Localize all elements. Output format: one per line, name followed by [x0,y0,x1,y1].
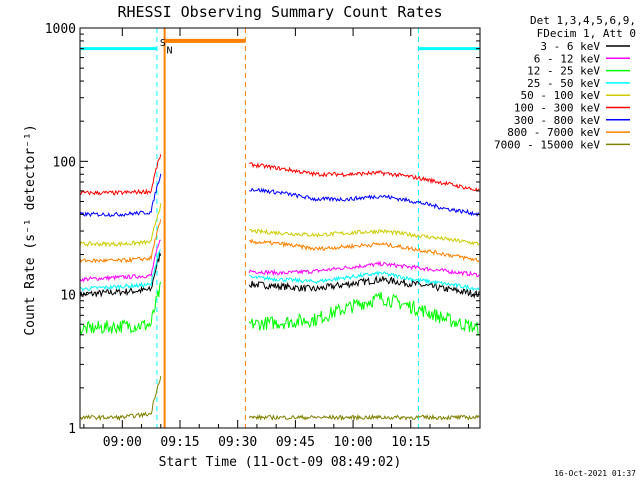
legend-entry-label: 300 - 800 keV [514,114,600,127]
x-tick-label: 10:00 [334,435,373,450]
legend-entry-label: 3 - 6 keV [540,40,600,53]
legend-entry-label: 6 - 12 keV [534,52,601,65]
series-trace-post-6 [249,187,480,217]
y-tick-label: 10 [60,289,76,304]
plot-area: SN [79,28,480,428]
chart-title: RHESSI Observing Summary Count Rates [117,3,442,21]
series-trace-post-7 [249,238,480,263]
series-trace-pre-2 [79,281,162,336]
series-trace-pre-8 [79,376,162,422]
legend-header-line: Det 1,3,4,5,6,9, [530,14,636,27]
legend-entry-label: 12 - 25 keV [527,65,600,78]
series-trace-post-0 [248,275,480,299]
series-trace-post-5 [249,161,480,192]
y-tick-label: 1000 [45,22,76,37]
legend-entry-label: 50 - 100 keV [521,89,601,102]
x-tick-label: 09:45 [276,435,315,450]
legend-entry-label: 7000 - 15000 keV [494,138,600,151]
series-trace-post-1 [248,260,480,278]
series-trace-pre-4 [79,203,162,248]
x-tick-label: 09:30 [218,435,257,450]
series-trace-pre-7 [79,219,162,264]
series-trace-post-4 [249,228,480,246]
plot-frame [79,27,481,429]
x-tick-label: 09:00 [103,435,142,450]
series-trace-pre-6 [79,173,162,218]
x-axis-label: Start Time (11-Oct-09 08:49:02) [159,455,402,470]
series-trace-post-3 [249,270,480,292]
legend-header-line: FDecim 1, Att 0 [537,27,636,40]
saa-flag-label: S [160,38,166,49]
y-tick-label: 100 [53,155,76,170]
legend: Det 1,3,4,5,6,9,FDecim 1, Att 03 - 6 keV… [494,14,636,151]
axes: 09:00 09:15 09:30 09:45 10:00 10:15 1 10 100 1000 [45,22,481,450]
legend-entry-label: 100 - 300 keV [514,102,600,115]
series-trace-post-8 [248,413,480,422]
timestamp: 16-Oct-2021 01:37 [554,469,636,478]
series-trace-pre-1 [79,239,161,283]
legend-entry-label: 800 - 7000 keV [507,126,600,139]
x-tick-label: 10:15 [391,435,430,450]
y-tick-label: 1 [68,422,76,437]
series-trace-pre-5 [79,154,162,196]
night-flag-label: N [167,46,173,57]
y-axis-label: Count Rate (s⁻¹ detector⁻¹) [23,124,38,335]
series-trace-pre-0 [79,251,162,299]
x-tick-label: 09:15 [160,435,199,450]
legend-entry-label: 25 - 50 keV [527,77,600,90]
series-trace-pre-3 [80,249,162,292]
series-trace-post-2 [248,291,480,337]
